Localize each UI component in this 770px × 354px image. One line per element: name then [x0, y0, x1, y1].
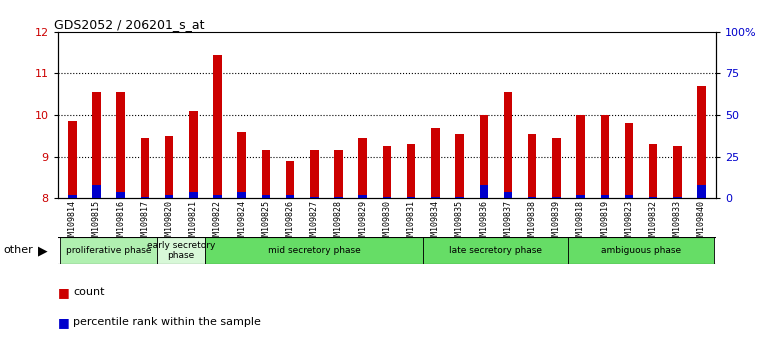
Bar	[624, 195, 633, 198]
Bar	[568, 237, 714, 264]
Bar	[673, 196, 681, 198]
Bar	[552, 138, 561, 198]
Bar	[624, 123, 633, 198]
Bar	[673, 146, 681, 198]
Bar	[286, 161, 294, 198]
Bar	[407, 196, 415, 198]
Bar	[649, 144, 658, 198]
Bar	[92, 92, 101, 198]
Bar	[157, 237, 206, 264]
Bar	[528, 134, 537, 198]
Text: GDS2052 / 206201_s_at: GDS2052 / 206201_s_at	[55, 18, 205, 31]
Bar	[189, 111, 198, 198]
Bar	[68, 121, 76, 198]
Bar	[359, 138, 367, 198]
Bar	[431, 196, 440, 198]
Bar	[480, 115, 488, 198]
Bar	[141, 196, 149, 198]
Text: percentile rank within the sample: percentile rank within the sample	[73, 317, 261, 327]
Bar	[334, 196, 343, 198]
Text: early secretory
phase: early secretory phase	[147, 241, 216, 260]
Bar	[286, 195, 294, 198]
Bar	[165, 136, 173, 198]
Bar	[141, 138, 149, 198]
Bar	[165, 195, 173, 198]
Bar	[552, 196, 561, 198]
Bar	[698, 86, 706, 198]
Bar	[431, 127, 440, 198]
Text: mid secretory phase: mid secretory phase	[268, 246, 360, 255]
Bar	[359, 195, 367, 198]
Bar	[310, 196, 319, 198]
Bar	[601, 115, 609, 198]
Bar	[576, 195, 584, 198]
Bar	[504, 192, 512, 198]
Bar	[383, 146, 391, 198]
Bar	[504, 92, 512, 198]
Bar	[455, 196, 464, 198]
Text: ■: ■	[58, 286, 69, 298]
Text: late secretory phase: late secretory phase	[450, 246, 542, 255]
Bar	[528, 196, 537, 198]
Bar	[383, 196, 391, 198]
Bar	[698, 185, 706, 198]
Text: count: count	[73, 287, 105, 297]
Bar	[213, 55, 222, 198]
Bar	[237, 132, 246, 198]
Text: ambiguous phase: ambiguous phase	[601, 246, 681, 255]
Text: proliferative phase: proliferative phase	[65, 246, 152, 255]
Text: ■: ■	[58, 316, 69, 329]
Bar	[601, 195, 609, 198]
Bar	[455, 134, 464, 198]
Bar	[262, 150, 270, 198]
Bar	[68, 195, 76, 198]
Bar	[334, 150, 343, 198]
Bar	[480, 185, 488, 198]
Bar	[116, 192, 125, 198]
Text: other: other	[4, 245, 34, 256]
Bar	[407, 144, 415, 198]
Bar	[576, 115, 584, 198]
Bar	[92, 185, 101, 198]
Bar	[206, 237, 424, 264]
Bar	[237, 192, 246, 198]
Bar	[262, 195, 270, 198]
Bar	[189, 192, 198, 198]
Bar	[649, 196, 658, 198]
Text: ▶: ▶	[38, 244, 48, 257]
Bar	[213, 195, 222, 198]
Bar	[116, 92, 125, 198]
Bar	[310, 150, 319, 198]
Bar	[60, 237, 157, 264]
Bar	[424, 237, 568, 264]
